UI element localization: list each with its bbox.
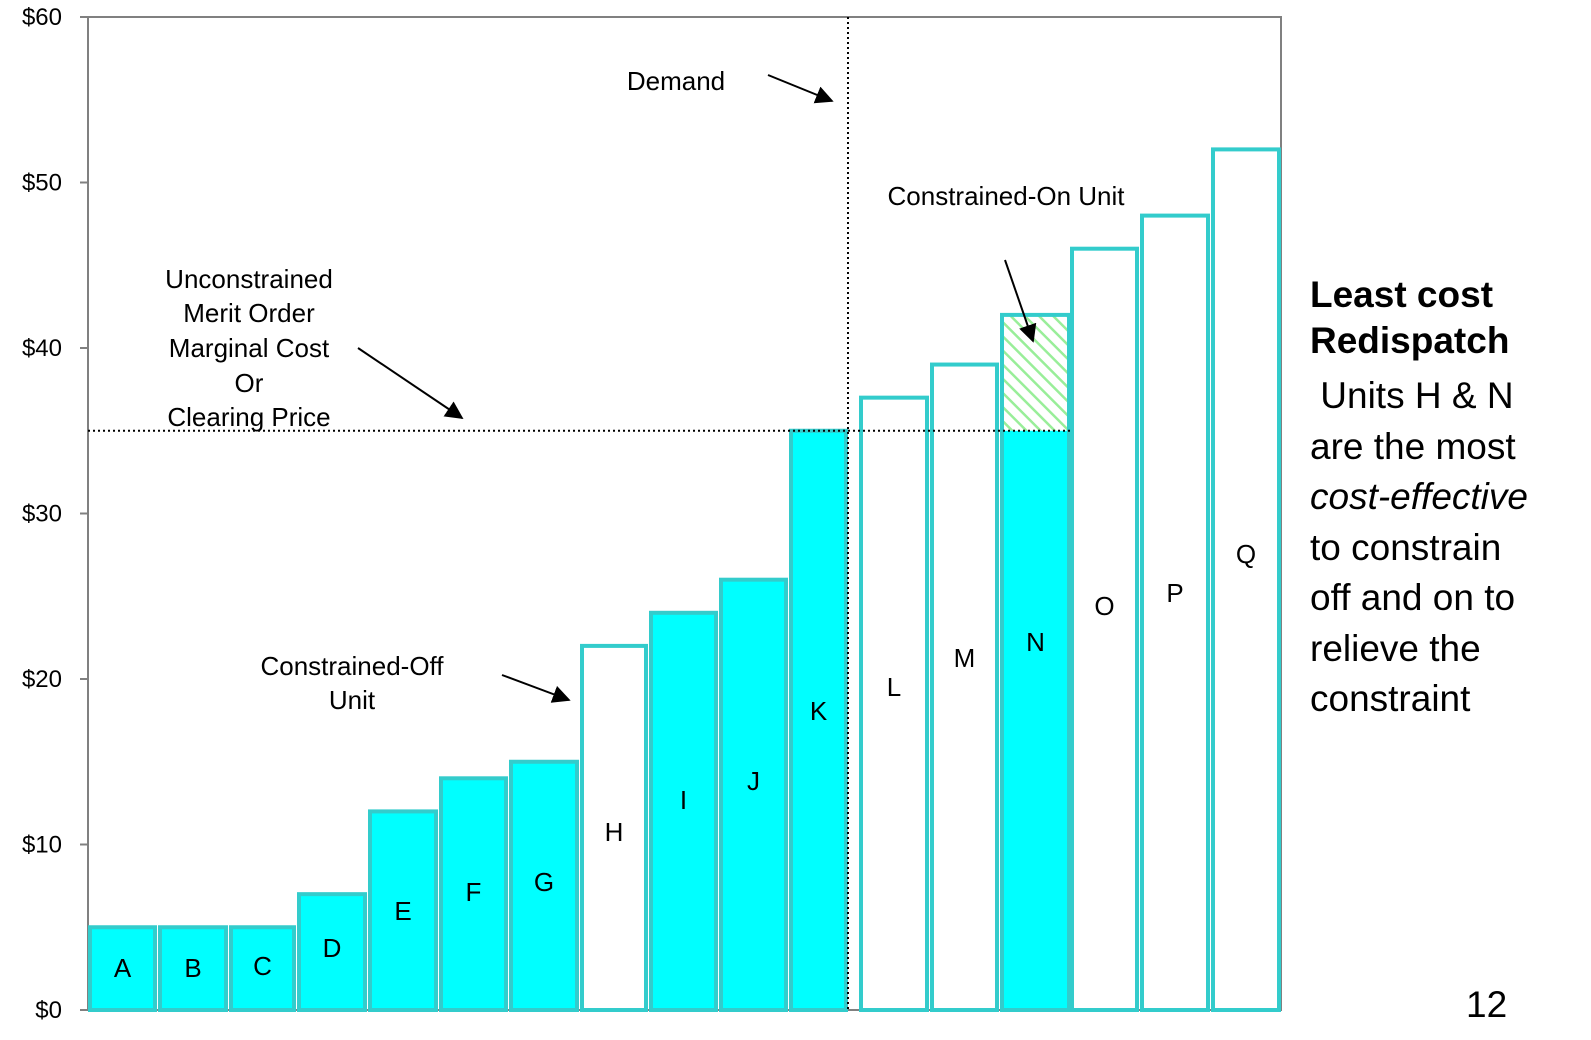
sidebar-body-line: relieve the bbox=[1310, 627, 1481, 669]
clearing-annotation-line: Marginal Cost bbox=[169, 333, 330, 363]
constrained-off-annotation: Constrained-Off Unit bbox=[260, 651, 444, 715]
clearing-annotation-line: Unconstrained bbox=[165, 264, 333, 294]
bar-D bbox=[299, 894, 365, 1010]
bar-G bbox=[511, 761, 577, 1010]
bar-outline-B bbox=[158, 925, 228, 1012]
bar-N bbox=[1002, 430, 1069, 1010]
bar-label-G: G bbox=[534, 867, 554, 897]
bar-label-J: J bbox=[747, 766, 760, 796]
demand-label: Demand bbox=[627, 66, 725, 96]
sidebar-body-line: to constrain bbox=[1310, 526, 1502, 568]
bar-outline-H bbox=[580, 643, 648, 1013]
bar-outline-F bbox=[439, 776, 508, 1012]
sidebar-body-line: are the most bbox=[1310, 425, 1516, 467]
bar-outline-A bbox=[88, 925, 157, 1012]
bar-outline-D bbox=[297, 892, 367, 1013]
bar-label-P: P bbox=[1166, 578, 1183, 608]
bar-I bbox=[651, 612, 716, 1010]
bar-outline-I bbox=[649, 610, 718, 1012]
bar-outline-Q bbox=[1211, 147, 1281, 1012]
sidebar-body-line: cost-effective bbox=[1310, 472, 1580, 523]
bars-layer: A B C D E F G H I J K L M N O P Q bbox=[88, 147, 1281, 1013]
constrained-on-label: Constrained-On Unit bbox=[888, 181, 1126, 211]
bar-label-E: E bbox=[394, 896, 411, 926]
bar-F bbox=[441, 778, 506, 1010]
sidebar-body-line: Units H & N bbox=[1310, 375, 1514, 416]
clearing-annotation-line: Or bbox=[235, 368, 264, 398]
sidebar-body-line: off and on to bbox=[1310, 577, 1516, 618]
constrained-on-arrow bbox=[1004, 259, 1037, 343]
bar-label-M: M bbox=[954, 643, 976, 673]
bar-label-N: N bbox=[1026, 627, 1045, 657]
clearing-annotation-line: Merit Order bbox=[183, 298, 315, 328]
y-tick-label: $50 bbox=[22, 170, 62, 197]
clearing-annotation-line: Clearing Price bbox=[167, 402, 330, 432]
constrained-off-line: Constrained-Off bbox=[260, 651, 444, 681]
bar-label-K: K bbox=[810, 696, 828, 726]
bar-outline-O bbox=[1070, 246, 1139, 1012]
bar-label-D: D bbox=[323, 933, 342, 963]
y-tick-label: $0 bbox=[35, 997, 62, 1024]
bar-outline-N bbox=[1000, 312, 1071, 1012]
y-tick-label: $40 bbox=[22, 335, 62, 362]
demand-arrow bbox=[767, 74, 834, 104]
bar-label-I: I bbox=[680, 785, 687, 815]
sidebar-note: Least cost Redispatch Units H & N are th… bbox=[1310, 272, 1580, 725]
bar-O bbox=[1072, 248, 1137, 1010]
bar-J bbox=[721, 579, 786, 1010]
bar-H bbox=[582, 645, 646, 1010]
sidebar-body-line: constraint bbox=[1310, 678, 1471, 719]
y-tick-label: $20 bbox=[22, 666, 62, 693]
bar-label-Q: Q bbox=[1236, 539, 1256, 569]
bar-label-O: O bbox=[1094, 591, 1114, 621]
sidebar-title-line: Least cost bbox=[1310, 274, 1494, 315]
bar-A bbox=[90, 927, 155, 1010]
bar-label-B: B bbox=[184, 953, 201, 983]
bar-outline-G bbox=[509, 759, 579, 1012]
bar-label-L: L bbox=[887, 672, 901, 702]
sidebar-title: Least cost Redispatch bbox=[1310, 272, 1580, 364]
sidebar-emphasis: cost-effective bbox=[1310, 476, 1528, 517]
constrained-off-line: Unit bbox=[329, 685, 376, 715]
y-axis: $0 $10 $20 $30 $40 $50 $60 bbox=[22, 4, 88, 1024]
bar-label-C: C bbox=[253, 951, 272, 981]
bar-hatch-N bbox=[1002, 314, 1069, 431]
bar-outline-C bbox=[229, 925, 296, 1012]
bar-label-A: A bbox=[114, 953, 132, 983]
page-number: 12 bbox=[1466, 984, 1508, 1025]
bar-outline-M bbox=[930, 362, 999, 1012]
bar-label-F: F bbox=[466, 877, 482, 907]
bar-Q bbox=[1213, 149, 1279, 1010]
bar-K bbox=[791, 430, 846, 1010]
clearing-price-arrow bbox=[357, 347, 464, 420]
bar-B bbox=[160, 927, 226, 1010]
y-tick-label: $10 bbox=[22, 832, 62, 859]
bar-outline-E bbox=[368, 809, 438, 1013]
sidebar-title-line: Redispatch bbox=[1310, 320, 1510, 361]
sidebar-body: Units H & N are the most cost-effective … bbox=[1310, 371, 1580, 725]
bar-outline-L bbox=[859, 395, 929, 1012]
bar-C bbox=[231, 927, 294, 1010]
bar-outline-J bbox=[719, 577, 788, 1012]
bar-L bbox=[861, 397, 927, 1010]
bar-M bbox=[932, 364, 997, 1010]
y-tick-label: $30 bbox=[22, 501, 62, 528]
constrained-off-arrow bbox=[501, 674, 571, 703]
bar-label-H: H bbox=[605, 817, 624, 847]
bar-outline-P bbox=[1140, 213, 1210, 1013]
y-tick-label: $60 bbox=[22, 4, 62, 31]
bar-E bbox=[370, 811, 436, 1010]
bar-P bbox=[1142, 215, 1208, 1011]
clearing-price-annotation: Unconstrained Merit Order Marginal Cost … bbox=[165, 264, 333, 432]
